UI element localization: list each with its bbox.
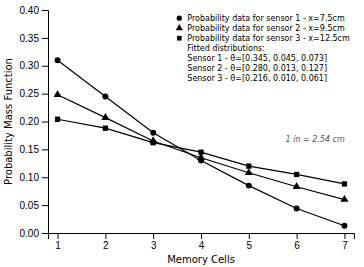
series-line — [58, 60, 345, 226]
y-tick-label: 0.15 — [20, 144, 40, 155]
y-tick-mark — [42, 233, 48, 234]
series-marker — [55, 117, 60, 122]
y-tick-label: 0.35 — [20, 33, 40, 44]
y-tick: 0.10 — [20, 172, 48, 183]
y-tick-label: 0.05 — [20, 200, 40, 211]
data-layer — [54, 57, 349, 229]
x-tick-label: 4 — [199, 240, 205, 251]
legend-note: Sensor 2 - θ=[0.280, 0.013, 0.127] — [187, 64, 327, 73]
x-tick-label: 1 — [55, 240, 61, 251]
x-tick-mark — [249, 233, 250, 239]
y-tick-label: 0.30 — [20, 60, 40, 71]
legend-note: Sensor 1 - θ=[0.345, 0.045, 0.073] — [187, 54, 327, 63]
legend-item: Probability data for sensor 1 - x=7.5cm — [177, 14, 345, 23]
x-axis-title: Memory Cells — [167, 254, 235, 265]
y-tick-mark — [42, 10, 48, 11]
y-tick: 0.15 — [20, 144, 48, 155]
x-tick-label: 2 — [103, 240, 109, 251]
series-marker — [103, 126, 108, 131]
x-tick: 1 — [55, 233, 61, 251]
chart: 12345670.000.050.100.150.200.250.300.350… — [0, 0, 364, 267]
y-axis: 0.00 0.05 0.10 0.15 0.20 0.25 0.30 0.35 0.40 — [20, 5, 49, 239]
series-marker — [246, 183, 252, 189]
legend-label: Probability data for sensor 1 - x=7.5cm — [187, 14, 345, 23]
y-tick-mark — [42, 149, 48, 150]
y-tick-mark — [42, 94, 48, 95]
series-marker — [102, 93, 108, 99]
y-tick-mark — [42, 38, 48, 39]
series-marker — [341, 223, 347, 229]
y-tick: 0.25 — [20, 88, 48, 99]
series-marker — [150, 130, 156, 136]
series-marker — [54, 90, 62, 97]
legend-item: Probability data for sensor 2 - x=9.5cm — [176, 24, 345, 33]
y-tick: 0.35 — [20, 33, 48, 44]
y-tick-label: 0.00 — [20, 228, 40, 239]
legend: Probability data for sensor 1 - x=7.5cmP… — [176, 14, 350, 83]
x-tick-label: 3 — [151, 240, 157, 251]
series-line — [58, 119, 345, 184]
y-tick-label: 0.25 — [20, 88, 40, 99]
annotation: 1 in = 2.54 cm — [286, 135, 345, 144]
series-marker — [198, 150, 203, 155]
y-tick: 0.00 — [20, 228, 48, 239]
legend-symbol — [176, 24, 183, 30]
series-marker — [293, 182, 301, 189]
series-marker — [246, 163, 251, 168]
series-marker — [294, 172, 299, 177]
x-tick-label: 7 — [342, 240, 348, 251]
y-axis-title: Probability Mass Function — [3, 58, 14, 185]
x-tick-mark — [153, 233, 154, 239]
x-tick-mark — [344, 233, 345, 239]
legend-label: Probability data for sensor 3 - x=12.5cm — [187, 34, 350, 43]
x-tick: 4 — [199, 233, 205, 251]
x-tick: 6 — [294, 233, 300, 251]
legend-note: Sensor 3 - θ=[0.216, 0.010, 0.061] — [187, 74, 327, 83]
x-axis: 1 2 3 4 5 6 7 — [49, 233, 355, 251]
series-marker — [55, 57, 61, 63]
x-tick-mark — [105, 233, 106, 239]
x-axis-line — [49, 234, 355, 240]
x-tick: 7 — [342, 233, 348, 251]
y-tick-mark — [42, 66, 48, 67]
x-tick-label: 5 — [247, 240, 253, 251]
legend-label: Probability data for sensor 2 - x=9.5cm — [187, 24, 345, 33]
x-tick: 2 — [103, 233, 109, 251]
series-line — [58, 95, 345, 200]
series-marker — [340, 195, 348, 202]
series-marker — [101, 113, 109, 120]
y-tick: 0.30 — [20, 60, 48, 71]
y-tick-label: 0.10 — [20, 172, 40, 183]
x-tick-mark — [201, 233, 202, 239]
x-tick: 3 — [151, 233, 157, 251]
y-axis-line — [42, 11, 49, 234]
x-tick-label: 6 — [294, 240, 300, 251]
legend-note: Fitted distributions: — [187, 44, 265, 53]
y-tick: 0.20 — [20, 116, 48, 127]
x-tick-mark — [297, 233, 298, 239]
series-marker — [294, 205, 300, 211]
y-tick-mark — [42, 205, 48, 206]
x-tick-mark — [58, 233, 59, 239]
series-marker — [342, 181, 347, 186]
y-tick: 0.05 — [20, 200, 48, 211]
y-tick-label: 0.20 — [20, 116, 40, 127]
y-tick-mark — [42, 122, 48, 123]
legend-item: Probability data for sensor 3 - x=12.5cm — [177, 34, 350, 43]
legend-symbol — [177, 36, 182, 41]
y-tick: 0.40 — [20, 5, 48, 16]
series-marker — [151, 140, 156, 145]
series-marker — [245, 168, 253, 175]
x-tick: 5 — [247, 233, 253, 251]
legend-symbol — [177, 16, 182, 21]
plot: 12345670.000.050.100.150.200.250.300.350… — [20, 5, 355, 251]
y-tick-label: 0.40 — [20, 5, 40, 16]
y-tick-mark — [42, 177, 48, 178]
